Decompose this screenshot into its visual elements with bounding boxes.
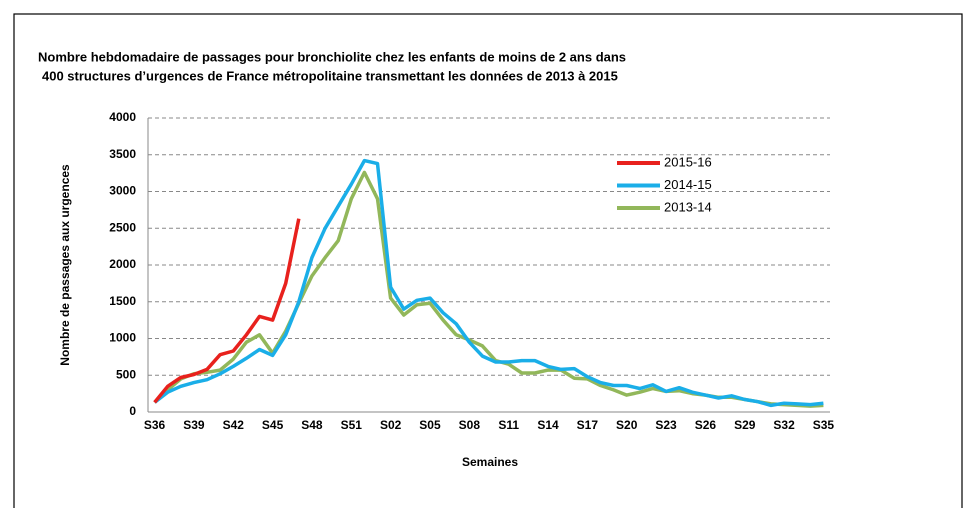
series-line xyxy=(153,218,301,404)
x-tick-label: S17 xyxy=(577,418,599,432)
legend-label: 2014-15 xyxy=(664,177,712,192)
x-tick-label: S45 xyxy=(262,418,284,432)
y-tick-label: 4000 xyxy=(109,110,136,124)
x-tick-label: S26 xyxy=(695,418,717,432)
x-tick-label: S20 xyxy=(616,418,638,432)
x-tick-label: S08 xyxy=(459,418,481,432)
y-tick-label: 3500 xyxy=(109,147,136,161)
y-tick-label: 1000 xyxy=(109,331,136,345)
x-tick-label: S36 xyxy=(144,418,166,432)
x-tick-label: S42 xyxy=(223,418,245,432)
y-tick-label: 500 xyxy=(116,367,136,381)
x-axis-label: Semaines xyxy=(462,455,518,469)
legend-label: 2015-16 xyxy=(664,154,712,169)
series-line xyxy=(153,170,824,408)
x-tick-label: S51 xyxy=(341,418,363,432)
x-tick-label: S32 xyxy=(773,418,795,432)
chart-title: 400 structures d’urgences de France métr… xyxy=(42,68,618,83)
legend-label: 2013-14 xyxy=(664,199,712,214)
y-axis-label: Nombre de passages aux urgences xyxy=(58,164,72,366)
y-tick-label: 0 xyxy=(129,404,136,418)
x-tick-label: S48 xyxy=(301,418,323,432)
x-tick-label: S29 xyxy=(734,418,756,432)
x-tick-label: S02 xyxy=(380,418,402,432)
frame xyxy=(13,13,963,513)
y-tick-label: 2500 xyxy=(109,220,136,234)
y-tick-label: 1500 xyxy=(109,294,136,308)
x-tick-label: S23 xyxy=(655,418,677,432)
x-tick-label: S11 xyxy=(498,418,519,432)
x-tick-label: S05 xyxy=(419,418,441,432)
series-line xyxy=(153,158,824,408)
x-tick-label: S14 xyxy=(537,418,559,432)
chart-title: Nombre hebdomadaire de passages pour bro… xyxy=(38,49,626,64)
y-tick-label: 3000 xyxy=(109,184,136,198)
y-tick-label: 2000 xyxy=(109,257,136,271)
x-tick-label: S39 xyxy=(183,418,205,432)
x-tick-label: S35 xyxy=(813,418,835,432)
